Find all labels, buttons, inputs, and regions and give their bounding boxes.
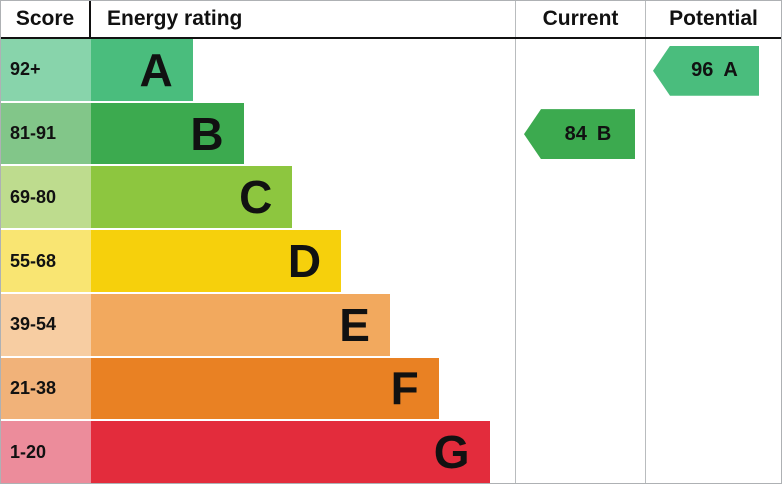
- header-energy-rating: Energy rating: [107, 7, 243, 30]
- header-current: Current: [515, 1, 645, 37]
- band-row-a: 92+ A: [1, 39, 515, 103]
- score-range-b: 81-91: [1, 102, 91, 165]
- potential-rating-arrow: 96 A: [653, 45, 759, 96]
- rating-bar-area: A: [91, 39, 515, 101]
- rating-bar-f: F: [91, 357, 439, 420]
- band-letter-f: F: [390, 362, 419, 415]
- rating-bar-area: C: [91, 166, 515, 229]
- rating-bar-b: B: [91, 102, 244, 165]
- score-range-d: 55-68: [1, 230, 91, 292]
- current-rating-arrow: 84 B: [524, 109, 635, 160]
- potential-rating-score-value: 96: [691, 59, 714, 82]
- rating-bar-area: D: [91, 230, 515, 292]
- band-letter-a: A: [139, 43, 173, 96]
- current-rating-score-value: 84: [564, 122, 587, 145]
- rating-bar-area: B: [91, 102, 515, 165]
- rating-bar-e: E: [91, 293, 390, 356]
- rating-bar-a: A: [91, 39, 193, 101]
- rating-bar-area: G: [91, 421, 515, 483]
- band-letter-e: E: [339, 298, 370, 351]
- epc-header-row: Score Energy rating Current Potential: [1, 1, 781, 39]
- score-range-c: 69-80: [1, 166, 91, 229]
- band-letter-d: D: [287, 235, 322, 288]
- epc-chart-body: 92+ A 81-91 B 69-80 C 55-68 D 39-54 E 21-38 F 1-20 G …: [1, 39, 781, 483]
- band-row-e: 39-54 E: [1, 293, 515, 358]
- current-rating-column: 84 B: [515, 39, 645, 483]
- rating-bar-g: G: [91, 421, 490, 483]
- rating-bar-c: C: [91, 166, 293, 229]
- header-score: Score: [1, 1, 91, 37]
- rating-bands-area: 92+ A 81-91 B 69-80 C 55-68 D 39-54 E 21-38 F 1-20 G: [1, 39, 515, 483]
- score-range-e: 39-54: [1, 293, 91, 356]
- band-row-b: 81-91 B: [1, 102, 515, 167]
- band-row-c: 69-80 C: [1, 166, 515, 231]
- band-letter-c: C: [239, 171, 273, 224]
- band-row-g: 1-20 G: [1, 421, 515, 483]
- score-range-f: 21-38: [1, 357, 91, 420]
- header-potential: Potential: [645, 1, 781, 37]
- potential-rating-band-letter: A: [723, 59, 738, 82]
- band-row-d: 55-68 D: [1, 230, 515, 294]
- band-letter-b: B: [190, 107, 224, 160]
- current-rating-band-letter: B: [596, 122, 612, 145]
- potential-rating-column: 96 A: [645, 39, 781, 483]
- rating-bar-area: F: [91, 357, 515, 420]
- rating-bar-d: D: [91, 230, 342, 292]
- score-range-a: 92+: [1, 39, 91, 101]
- rating-bar-area: E: [91, 293, 515, 356]
- score-range-g: 1-20: [1, 421, 91, 483]
- band-row-f: 21-38 F: [1, 357, 515, 422]
- band-letter-g: G: [433, 426, 470, 479]
